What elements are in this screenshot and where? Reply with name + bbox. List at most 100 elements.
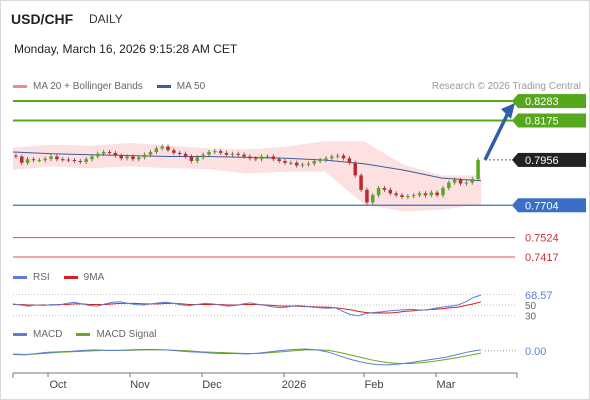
candle-body xyxy=(341,155,346,159)
candle-body xyxy=(43,158,47,161)
x-tick-label: 2026 xyxy=(282,379,306,391)
candle-body xyxy=(20,156,24,163)
candle-body xyxy=(400,195,404,197)
ma50-legend-label: MA 50 xyxy=(176,81,206,92)
rsi-legend: RSI 9MA xyxy=(13,272,118,283)
candle-body xyxy=(353,162,357,176)
candle-body xyxy=(441,188,445,196)
candle-body xyxy=(259,156,264,160)
level-badge-pointer xyxy=(512,198,518,213)
candle-body xyxy=(382,188,387,190)
candle-body xyxy=(406,196,410,198)
candle-body xyxy=(119,155,123,159)
candle-body xyxy=(394,193,398,196)
level-label-resistance: 0.8175 xyxy=(525,116,559,128)
candle-body xyxy=(166,146,170,151)
x-tick-label: Oct xyxy=(49,379,66,391)
rsi-swatch xyxy=(13,276,27,279)
candle-body xyxy=(324,158,328,161)
rsi-ma-legend-label: 9MA xyxy=(83,272,105,283)
ma20-bb-legend-label: MA 20 + Bollinger Bands xyxy=(33,81,143,92)
macd-line xyxy=(12,348,482,366)
candle-body xyxy=(411,195,416,197)
rsi-ma-swatch xyxy=(63,276,78,279)
timeframe-label: DAILY xyxy=(89,12,123,26)
candle-body xyxy=(66,159,71,161)
candle-body xyxy=(423,193,428,196)
candle-body xyxy=(101,152,106,154)
candle-body xyxy=(417,193,422,196)
candle-body xyxy=(318,160,322,162)
rsi-tick-30: 30 xyxy=(525,312,537,323)
level-badge-last xyxy=(518,152,586,167)
candle-body xyxy=(37,160,42,162)
ma20-bb-swatch xyxy=(13,85,27,88)
candle-body xyxy=(31,159,36,161)
macd-legend: MACD MACD Signal xyxy=(13,329,170,340)
candle-body xyxy=(60,159,65,161)
level-badge-resistance xyxy=(518,94,586,109)
candle-body xyxy=(242,154,246,157)
bollinger-band-area xyxy=(13,141,481,212)
candle-body xyxy=(137,157,141,160)
projection-arrow-head xyxy=(501,103,515,120)
candle-body xyxy=(49,156,53,159)
candle-body xyxy=(131,156,135,160)
x-tick-label: Nov xyxy=(130,379,150,391)
candle-body xyxy=(172,150,176,153)
x-tick-label: Dec xyxy=(202,379,222,391)
candle-body xyxy=(177,152,182,154)
candle-body xyxy=(55,156,59,160)
candle-body xyxy=(330,156,334,159)
level-badge-pointer xyxy=(512,113,518,128)
candle-body xyxy=(271,156,276,160)
candle-body xyxy=(160,146,164,149)
level-label-pivot: 0.7704 xyxy=(525,200,559,212)
candle-body xyxy=(201,154,205,158)
datetime-label: Monday, March 16, 2026 9:15:28 AM CET xyxy=(14,42,238,56)
candle-body xyxy=(183,153,188,157)
macd-value-label: 0.00 xyxy=(525,346,546,358)
candle-body xyxy=(84,159,88,162)
candle-body xyxy=(154,148,159,152)
level-badge-pointer xyxy=(512,94,518,109)
candle-body xyxy=(371,195,375,203)
candle-body xyxy=(464,182,469,184)
candle-body xyxy=(90,156,94,160)
credit-text: Research © 2026 Trading Central xyxy=(431,81,581,92)
candle-body xyxy=(96,153,100,157)
candle-body xyxy=(347,158,352,163)
candle-body xyxy=(335,155,340,157)
macd-signal-line xyxy=(12,349,482,364)
candle-body xyxy=(25,159,30,163)
candle-body xyxy=(312,161,317,164)
macd-swatch xyxy=(13,333,27,336)
candle-body xyxy=(125,156,129,159)
candle-body xyxy=(189,156,194,161)
candle-body xyxy=(289,162,293,164)
candle-body xyxy=(236,153,240,155)
level-label-support: 0.7524 xyxy=(525,233,559,245)
level-badge-pivot xyxy=(518,198,586,213)
candle-body xyxy=(452,179,457,183)
candle-body xyxy=(142,154,147,158)
candle-body xyxy=(78,161,83,162)
candle-body xyxy=(218,151,223,153)
candle-body xyxy=(359,175,363,190)
projection-arrow xyxy=(483,110,511,161)
candle-body xyxy=(195,157,200,161)
candle-body xyxy=(294,162,299,166)
candle-body xyxy=(447,182,451,188)
candle-body xyxy=(254,158,258,160)
main-legend: MA 20 + Bollinger Bands MA 50 xyxy=(13,81,219,92)
candle-body xyxy=(213,151,217,153)
candle-body xyxy=(230,153,235,155)
level-label-support: 0.7417 xyxy=(525,252,559,264)
candle-body xyxy=(300,164,305,166)
ma50-line xyxy=(12,151,482,182)
rsi-tick-50: 50 xyxy=(525,301,537,312)
rsi-line xyxy=(12,294,482,317)
candle-body xyxy=(365,189,369,203)
